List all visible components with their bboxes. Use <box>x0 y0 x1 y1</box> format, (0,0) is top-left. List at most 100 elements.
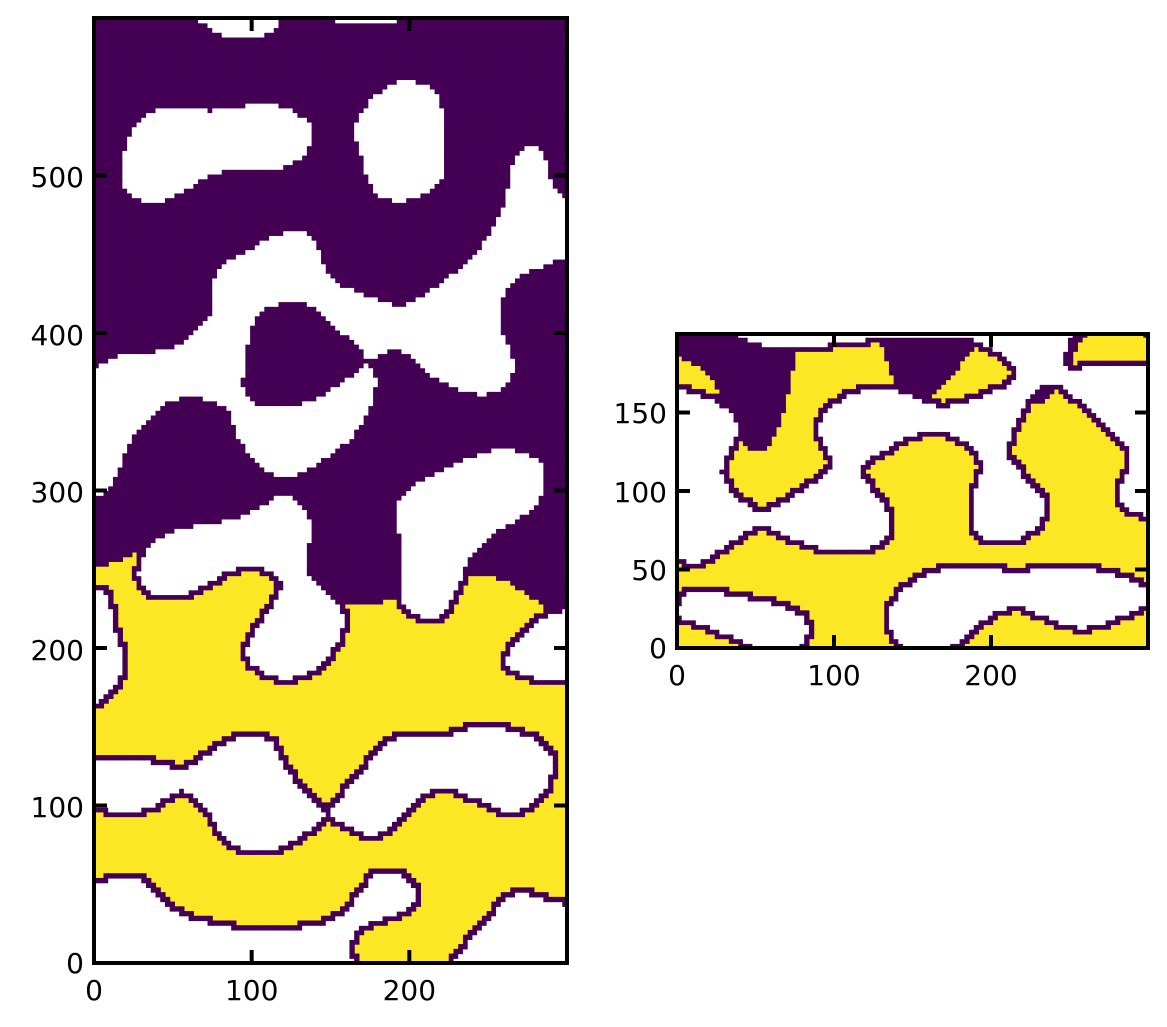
left-heatmap-cell <box>387 802 393 808</box>
left-heatmap-cell <box>481 783 488 789</box>
left-heatmap-cell <box>391 788 398 794</box>
left-heatmap-cell <box>543 953 549 959</box>
left-heatmap-cell <box>302 542 308 548</box>
left-heatmap-cell <box>373 542 379 548</box>
left-heatmap-cell <box>358 551 365 558</box>
left-heatmap-cell <box>141 920 147 926</box>
left-heatmap-cell <box>98 651 105 657</box>
left-heatmap-cell <box>103 901 109 907</box>
left-heatmap-cell <box>538 759 544 766</box>
left-heatmap-cell <box>226 788 232 794</box>
left-heatmap-cell <box>491 911 497 917</box>
left-heatmap-cell <box>439 608 445 614</box>
left-heatmap-cell <box>358 807 365 813</box>
left-heatmap-cell <box>292 561 298 567</box>
left-heatmap-cell <box>146 542 152 548</box>
left-heatmap-cell <box>207 518 213 525</box>
left-heatmap-cell <box>543 778 549 785</box>
left-heatmap-cell <box>160 537 166 544</box>
left-heatmap-cell <box>481 726 488 733</box>
left-heatmap-cell <box>212 528 218 534</box>
left-heatmap-cell <box>387 901 393 907</box>
left-heatmap-cell <box>349 575 355 581</box>
left-heatmap-cell <box>207 948 213 955</box>
left-heatmap-cell <box>269 660 275 666</box>
left-heatmap-cell <box>117 674 123 681</box>
left-heatmap-cell <box>538 778 544 785</box>
left-heatmap-cell <box>278 575 284 581</box>
left-heatmap-cell <box>292 778 298 785</box>
left-heatmap-cell <box>330 797 336 803</box>
left-heatmap-cell <box>481 953 488 959</box>
left-heatmap-cell <box>368 788 374 794</box>
left-heatmap-cell <box>136 797 142 803</box>
left-heatmap-cell <box>188 778 194 785</box>
left-heatmap-cell <box>188 925 194 931</box>
left-heatmap-cell <box>259 627 265 633</box>
left-heatmap-cell <box>193 528 199 534</box>
left-heatmap-cell <box>259 769 265 775</box>
left-heatmap-cell <box>183 523 190 529</box>
left-heatmap-cell <box>122 764 128 770</box>
left-heatmap-cell <box>401 603 407 610</box>
left-heatmap-cell <box>377 807 384 813</box>
left-heatmap-cell <box>250 518 256 525</box>
left-heatmap-cell <box>514 561 521 567</box>
left-heatmap-cell <box>562 618 567 624</box>
left-heatmap-cell <box>311 533 317 539</box>
left-heatmap-cell <box>533 585 540 591</box>
left-heatmap-cell <box>278 830 284 837</box>
left-heatmap-cell <box>562 570 567 577</box>
left-heatmap-cell <box>330 594 336 600</box>
left-heatmap-cell <box>529 906 535 912</box>
left-heatmap-cell <box>179 561 185 567</box>
left-heatmap-cell <box>169 925 176 931</box>
left-heatmap-cell <box>335 920 341 926</box>
left-heatmap-cell <box>368 764 374 770</box>
left-heatmap-cell <box>382 518 388 525</box>
left-heatmap-cell <box>136 948 142 955</box>
left-heatmap-cell <box>486 958 492 963</box>
left-heatmap-cell <box>462 566 469 572</box>
left-heatmap-cell <box>226 736 232 742</box>
left-heatmap-cell <box>354 925 360 931</box>
left-heatmap-cell <box>122 641 128 648</box>
left-heatmap-cell <box>127 807 133 813</box>
left-heatmap-cell <box>127 915 133 922</box>
left-heatmap-cell <box>259 925 265 931</box>
left-heatmap-cell <box>103 608 109 614</box>
left-heatmap-cell <box>202 925 209 931</box>
left-heatmap-cell <box>311 575 317 581</box>
left-heatmap-cell <box>354 807 360 813</box>
left-heatmap-cell <box>207 585 213 591</box>
left-heatmap-cell <box>444 774 450 780</box>
left-heatmap-cell <box>500 948 507 955</box>
left-heatmap-cell <box>136 887 142 893</box>
left-heatmap-cell <box>524 670 530 676</box>
left-heatmap-cell <box>496 788 502 794</box>
left-heatmap-cell <box>141 925 147 931</box>
left-heatmap-cell <box>543 599 549 605</box>
left-heatmap-cell <box>160 915 166 922</box>
left-heatmap-cell <box>344 618 351 624</box>
left-heatmap-cell <box>131 882 138 888</box>
left-heatmap-cell <box>467 759 473 766</box>
left-heatmap-cell <box>221 788 228 794</box>
left-heatmap-cell <box>108 509 114 515</box>
left-heatmap-cell <box>287 830 294 837</box>
left-heatmap-cell <box>103 618 109 624</box>
left-heatmap-cell <box>269 807 275 813</box>
left-heatmap-cell <box>240 811 246 818</box>
left-heatmap-cell <box>557 925 563 931</box>
left-heatmap-cell <box>335 580 341 586</box>
left-heatmap-cell <box>425 731 431 737</box>
left-heatmap-cell <box>254 651 261 657</box>
left-heatmap-cell <box>103 896 109 903</box>
left-heatmap-cell <box>514 802 521 808</box>
left-heatmap-cell <box>103 688 109 695</box>
left-heatmap-cell <box>529 679 535 685</box>
left-heatmap-cell <box>496 518 502 525</box>
left-heatmap-cell <box>321 929 327 936</box>
left-heatmap-cell <box>533 958 540 963</box>
left-heatmap-cell <box>325 589 332 596</box>
